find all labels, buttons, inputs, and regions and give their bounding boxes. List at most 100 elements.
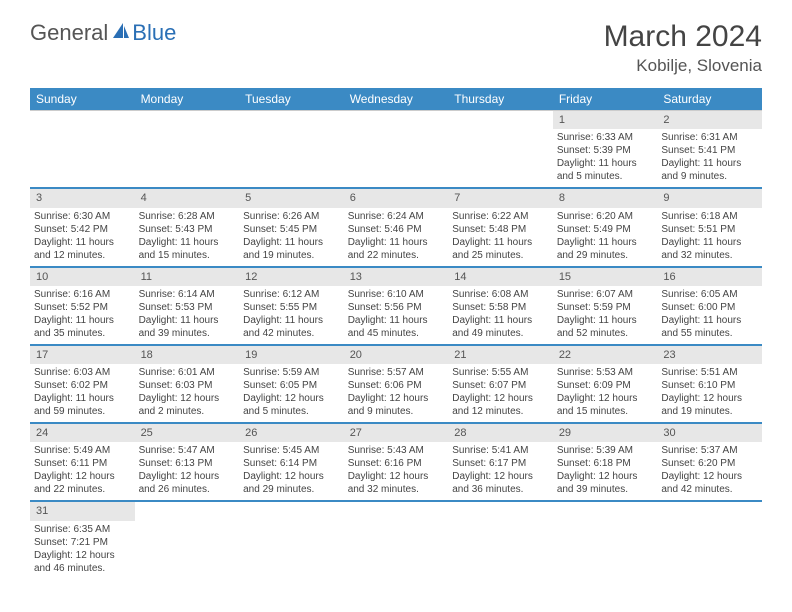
day-cell: Sunrise: 5:55 AMSunset: 6:07 PMDaylight:…	[448, 364, 553, 423]
daylight-text: Daylight: 12 hours and 22 minutes.	[34, 470, 131, 496]
daylight-text: Daylight: 12 hours and 32 minutes.	[348, 470, 445, 496]
sunset-text: Sunset: 6:17 PM	[452, 457, 549, 470]
day-cell	[135, 521, 240, 579]
location: Kobilje, Slovenia	[604, 56, 762, 76]
sunrise-text: Sunrise: 6:26 AM	[243, 210, 340, 223]
daylight-text: Daylight: 11 hours and 12 minutes.	[34, 236, 131, 262]
weekday-header: Thursday	[448, 88, 553, 111]
day-cell: Sunrise: 6:24 AMSunset: 5:46 PMDaylight:…	[344, 208, 449, 267]
day-cell: Sunrise: 6:07 AMSunset: 5:59 PMDaylight:…	[553, 286, 658, 345]
day-cell: Sunrise: 6:26 AMSunset: 5:45 PMDaylight:…	[239, 208, 344, 267]
day-number	[553, 501, 658, 520]
sunrise-text: Sunrise: 6:35 AM	[34, 523, 131, 536]
day-number: 10	[30, 267, 135, 286]
sunrise-text: Sunrise: 6:12 AM	[243, 288, 340, 301]
day-number: 2	[657, 111, 762, 130]
sunset-text: Sunset: 5:58 PM	[452, 301, 549, 314]
weekday-header: Friday	[553, 88, 658, 111]
sunrise-text: Sunrise: 5:55 AM	[452, 366, 549, 379]
sunrise-text: Sunrise: 5:47 AM	[139, 444, 236, 457]
day-cell: Sunrise: 6:10 AMSunset: 5:56 PMDaylight:…	[344, 286, 449, 345]
sunset-text: Sunset: 6:02 PM	[34, 379, 131, 392]
day-cell: Sunrise: 5:43 AMSunset: 6:16 PMDaylight:…	[344, 442, 449, 501]
day-cell: Sunrise: 6:35 AMSunset: 7:21 PMDaylight:…	[30, 521, 135, 579]
day-number: 21	[448, 345, 553, 364]
day-number	[448, 501, 553, 520]
daylight-text: Daylight: 11 hours and 59 minutes.	[34, 392, 131, 418]
day-number: 12	[239, 267, 344, 286]
day-cell: Sunrise: 6:20 AMSunset: 5:49 PMDaylight:…	[553, 208, 658, 267]
sunset-text: Sunset: 6:09 PM	[557, 379, 654, 392]
day-number: 24	[30, 423, 135, 442]
sunrise-text: Sunrise: 6:16 AM	[34, 288, 131, 301]
day-cell: Sunrise: 6:30 AMSunset: 5:42 PMDaylight:…	[30, 208, 135, 267]
daylight-text: Daylight: 11 hours and 5 minutes.	[557, 157, 654, 183]
daylight-text: Daylight: 12 hours and 19 minutes.	[661, 392, 758, 418]
day-cell: Sunrise: 6:14 AMSunset: 5:53 PMDaylight:…	[135, 286, 240, 345]
daylight-text: Daylight: 12 hours and 9 minutes.	[348, 392, 445, 418]
day-cell: Sunrise: 5:37 AMSunset: 6:20 PMDaylight:…	[657, 442, 762, 501]
daylight-text: Daylight: 11 hours and 39 minutes.	[139, 314, 236, 340]
daylight-text: Daylight: 11 hours and 52 minutes.	[557, 314, 654, 340]
day-number-row: 12	[30, 111, 762, 130]
day-number	[30, 111, 135, 130]
sunrise-text: Sunrise: 5:57 AM	[348, 366, 445, 379]
sunset-text: Sunset: 6:20 PM	[661, 457, 758, 470]
day-cell: Sunrise: 6:31 AMSunset: 5:41 PMDaylight:…	[657, 129, 762, 188]
daylight-text: Daylight: 11 hours and 32 minutes.	[661, 236, 758, 262]
day-content-row: Sunrise: 6:35 AMSunset: 7:21 PMDaylight:…	[30, 521, 762, 579]
daylight-text: Daylight: 12 hours and 29 minutes.	[243, 470, 340, 496]
sunset-text: Sunset: 6:10 PM	[661, 379, 758, 392]
logo: General Blue	[30, 20, 176, 46]
day-cell	[239, 129, 344, 188]
weekday-header: Tuesday	[239, 88, 344, 111]
sunset-text: Sunset: 6:14 PM	[243, 457, 340, 470]
day-cell	[344, 521, 449, 579]
day-cell	[30, 129, 135, 188]
logo-text-general: General	[30, 20, 108, 46]
day-number-row: 24252627282930	[30, 423, 762, 442]
day-number: 28	[448, 423, 553, 442]
daylight-text: Daylight: 12 hours and 26 minutes.	[139, 470, 236, 496]
day-cell: Sunrise: 6:08 AMSunset: 5:58 PMDaylight:…	[448, 286, 553, 345]
daylight-text: Daylight: 11 hours and 42 minutes.	[243, 314, 340, 340]
day-cell	[448, 129, 553, 188]
day-number	[657, 501, 762, 520]
daylight-text: Daylight: 12 hours and 2 minutes.	[139, 392, 236, 418]
day-content-row: Sunrise: 6:33 AMSunset: 5:39 PMDaylight:…	[30, 129, 762, 188]
sunset-text: Sunset: 5:45 PM	[243, 223, 340, 236]
day-number	[344, 501, 449, 520]
sunrise-text: Sunrise: 5:51 AM	[661, 366, 758, 379]
day-cell: Sunrise: 6:22 AMSunset: 5:48 PMDaylight:…	[448, 208, 553, 267]
sunrise-text: Sunrise: 5:53 AM	[557, 366, 654, 379]
sunrise-text: Sunrise: 6:05 AM	[661, 288, 758, 301]
weekday-header: Wednesday	[344, 88, 449, 111]
day-cell: Sunrise: 5:39 AMSunset: 6:18 PMDaylight:…	[553, 442, 658, 501]
day-number-row: 10111213141516	[30, 267, 762, 286]
sunrise-text: Sunrise: 5:39 AM	[557, 444, 654, 457]
month-title: March 2024	[604, 20, 762, 54]
day-cell: Sunrise: 6:18 AMSunset: 5:51 PMDaylight:…	[657, 208, 762, 267]
sunrise-text: Sunrise: 6:30 AM	[34, 210, 131, 223]
day-number: 5	[239, 188, 344, 207]
logo-text-blue: Blue	[132, 20, 176, 46]
sunrise-text: Sunrise: 5:59 AM	[243, 366, 340, 379]
day-cell: Sunrise: 5:41 AMSunset: 6:17 PMDaylight:…	[448, 442, 553, 501]
sunrise-text: Sunrise: 6:28 AM	[139, 210, 236, 223]
day-number-row: 3456789	[30, 188, 762, 207]
day-cell	[135, 129, 240, 188]
day-cell: Sunrise: 6:01 AMSunset: 6:03 PMDaylight:…	[135, 364, 240, 423]
sunrise-text: Sunrise: 6:33 AM	[557, 131, 654, 144]
daylight-text: Daylight: 12 hours and 5 minutes.	[243, 392, 340, 418]
sunset-text: Sunset: 6:05 PM	[243, 379, 340, 392]
sunrise-text: Sunrise: 6:18 AM	[661, 210, 758, 223]
day-cell	[553, 521, 658, 579]
daylight-text: Daylight: 11 hours and 9 minutes.	[661, 157, 758, 183]
day-number: 14	[448, 267, 553, 286]
day-cell: Sunrise: 5:49 AMSunset: 6:11 PMDaylight:…	[30, 442, 135, 501]
sunset-text: Sunset: 7:21 PM	[34, 536, 131, 549]
daylight-text: Daylight: 12 hours and 42 minutes.	[661, 470, 758, 496]
day-cell: Sunrise: 6:28 AMSunset: 5:43 PMDaylight:…	[135, 208, 240, 267]
day-cell	[657, 521, 762, 579]
weekday-header: Saturday	[657, 88, 762, 111]
